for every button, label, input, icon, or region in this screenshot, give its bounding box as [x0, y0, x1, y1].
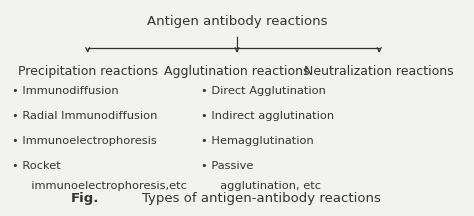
Text: • Rocket: • Rocket — [12, 161, 61, 171]
Text: Types of antigen-antibody reactions: Types of antigen-antibody reactions — [142, 192, 381, 205]
Text: • Immunodiffusion: • Immunodiffusion — [12, 86, 118, 96]
Text: Neutralization reactions: Neutralization reactions — [304, 65, 454, 78]
Text: Fig.: Fig. — [71, 192, 100, 205]
Text: • Immunoelectrophoresis: • Immunoelectrophoresis — [12, 136, 156, 146]
Text: • Direct Agglutination: • Direct Agglutination — [201, 86, 326, 96]
Text: • Indirect agglutination: • Indirect agglutination — [201, 111, 335, 121]
Text: immunoelectrophoresis,etc: immunoelectrophoresis,etc — [24, 181, 187, 191]
Text: Agglutination reactions: Agglutination reactions — [164, 65, 310, 78]
Text: • Passive: • Passive — [201, 161, 254, 171]
Text: • Hemagglutination: • Hemagglutination — [201, 136, 314, 146]
Text: Precipitation reactions: Precipitation reactions — [18, 65, 158, 78]
Text: agglutination, etc: agglutination, etc — [213, 181, 321, 191]
Text: Antigen antibody reactions: Antigen antibody reactions — [147, 15, 327, 28]
Text: • Radial Immunodiffusion: • Radial Immunodiffusion — [12, 111, 157, 121]
